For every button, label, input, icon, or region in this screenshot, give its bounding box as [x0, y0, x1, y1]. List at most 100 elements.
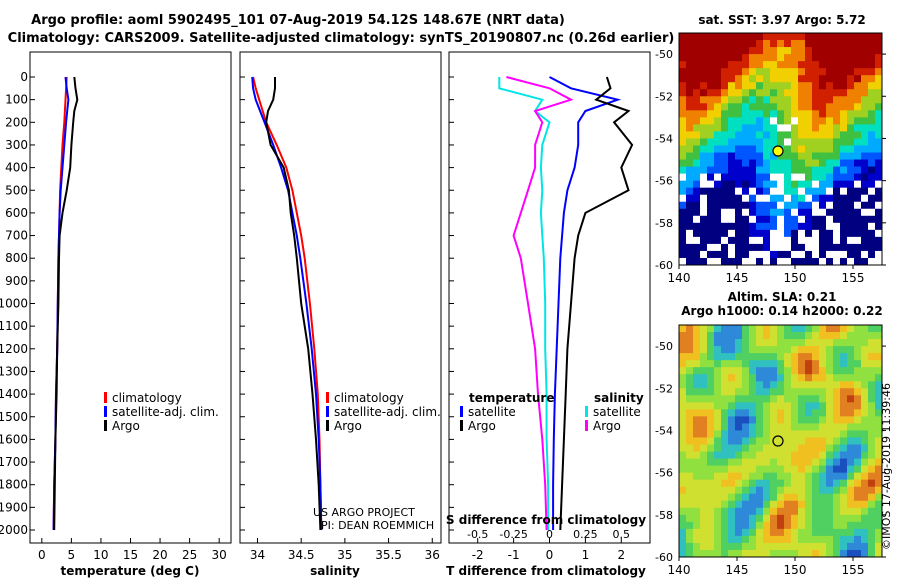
map-cell	[791, 528, 799, 537]
map-cell	[763, 68, 771, 76]
map-cell	[798, 180, 806, 189]
map-cell	[742, 423, 750, 431]
map-cell	[777, 82, 785, 90]
map-cell	[721, 500, 729, 509]
map-cell	[770, 332, 778, 340]
map-cell	[763, 409, 771, 417]
map-cell	[833, 374, 841, 382]
map-cell	[735, 124, 743, 132]
map-cell	[714, 215, 722, 224]
map-cell	[756, 416, 764, 424]
map-cell	[693, 381, 701, 389]
map-cell	[742, 325, 750, 333]
map-cell	[679, 549, 687, 558]
map-cell	[819, 215, 827, 224]
map-cell	[861, 96, 869, 104]
map-cell	[770, 388, 778, 396]
map-cell	[798, 68, 806, 76]
map-cell	[679, 33, 687, 41]
map-cell	[763, 236, 771, 245]
map-cell	[721, 332, 729, 340]
map-cell	[840, 339, 848, 347]
map-cell	[784, 388, 792, 396]
map-cell	[784, 500, 792, 509]
map-cell	[756, 458, 764, 467]
series-line-temperature-argo	[559, 76, 634, 531]
map-cell	[798, 388, 806, 396]
map-cell	[826, 40, 834, 48]
map-cell	[700, 124, 708, 132]
map-cell	[847, 75, 855, 83]
map-cell	[728, 423, 736, 431]
map-cell	[861, 82, 869, 90]
difference-xlabel: T difference from climatology	[446, 564, 646, 578]
map-cell	[693, 103, 701, 111]
map-cell	[679, 381, 687, 389]
map-cell	[693, 535, 701, 544]
map-cell	[805, 528, 813, 537]
map-cell	[749, 514, 757, 523]
map-cell	[868, 117, 876, 125]
map-cell	[854, 124, 862, 132]
map-cell	[826, 458, 834, 467]
map-cell	[784, 409, 792, 417]
map-cell	[700, 444, 708, 453]
map-cell	[756, 180, 764, 189]
map-cell	[833, 96, 841, 104]
map-cell	[721, 486, 729, 495]
map-cell	[805, 208, 813, 217]
map-cell	[770, 500, 778, 509]
map-cell	[707, 33, 715, 41]
map-cell	[805, 360, 813, 368]
map-cell	[686, 47, 694, 55]
map-cell	[798, 208, 806, 217]
map-cell	[700, 47, 708, 55]
map-cell	[679, 437, 687, 446]
map-cell	[777, 54, 785, 62]
map-cell	[742, 332, 750, 340]
map-cell	[728, 131, 736, 139]
map-cell	[686, 96, 694, 104]
map-cell	[721, 542, 729, 551]
map-cell	[714, 409, 722, 417]
map-cell	[756, 388, 764, 396]
map-cell	[700, 521, 708, 530]
map-cell	[833, 187, 841, 196]
map-cell	[798, 173, 806, 182]
map-cell	[826, 549, 834, 558]
map-cell	[847, 332, 855, 340]
map-cell	[700, 367, 708, 375]
map-cell	[714, 96, 722, 104]
x-tick-label: -1	[508, 548, 520, 562]
map-cell	[819, 423, 827, 431]
map-cell	[833, 395, 841, 403]
map-cell	[861, 145, 869, 154]
map-cell	[875, 339, 883, 347]
map-cell	[798, 346, 806, 354]
map-cell	[868, 159, 876, 168]
map-cell	[819, 542, 827, 551]
map-cell	[749, 507, 757, 516]
map-cell	[742, 479, 750, 488]
map-cell	[700, 486, 708, 495]
map-cell	[847, 250, 855, 259]
map-cell	[847, 138, 855, 146]
map-cell	[749, 236, 757, 245]
map-cell	[784, 180, 792, 189]
map-cell	[819, 500, 827, 509]
map-cell	[784, 131, 792, 139]
map-cell	[700, 166, 708, 175]
map-cell	[840, 402, 848, 410]
map-cell	[756, 367, 764, 375]
map-cell	[686, 388, 694, 396]
map-cell	[693, 472, 701, 481]
map-cell	[700, 465, 708, 474]
map-cell	[812, 535, 820, 544]
map-cell	[868, 521, 876, 530]
map-cell	[854, 444, 862, 453]
map-cell	[686, 138, 694, 146]
map-cell	[714, 180, 722, 189]
map-cell	[763, 117, 771, 125]
map-cell	[763, 535, 771, 544]
map-cell	[819, 110, 827, 118]
